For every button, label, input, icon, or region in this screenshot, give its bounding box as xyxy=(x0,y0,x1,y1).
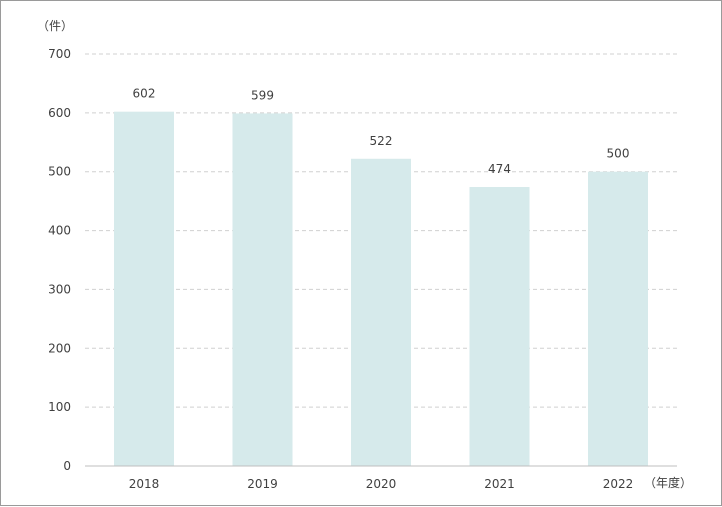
bar-2021 xyxy=(469,187,530,466)
bars xyxy=(114,111,648,467)
x-tick-label-2022: 2022 xyxy=(603,477,634,491)
data-label-2022: 500 xyxy=(607,147,630,161)
data-label-2018: 602 xyxy=(133,87,156,101)
y-tick-label: 100 xyxy=(48,400,71,414)
data-label-2019: 599 xyxy=(251,88,274,102)
y-tick-label: 400 xyxy=(48,224,71,238)
data-label-2020: 522 xyxy=(370,134,393,148)
x-unit-label: （年度） xyxy=(644,475,692,490)
x-tick-label-2021: 2021 xyxy=(484,477,515,491)
x-tick-label-2020: 2020 xyxy=(366,477,397,491)
data-labels: 602 599 522 474 500 xyxy=(133,87,630,176)
x-tick-label-2018: 2018 xyxy=(129,477,160,491)
x-tick-labels: 2018 2019 2020 2021 2022 xyxy=(129,477,634,491)
bar-2018 xyxy=(114,111,174,467)
y-unit-label: （件） xyxy=(37,19,73,33)
y-tick-label: 300 xyxy=(48,282,71,296)
y-tick-labels: 0 100 200 300 400 500 600 700 xyxy=(48,47,71,473)
y-tick-label: 0 xyxy=(63,459,71,473)
data-label-2021: 474 xyxy=(488,162,511,176)
bar-2020 xyxy=(351,158,411,466)
x-tick-label-2019: 2019 xyxy=(247,477,278,491)
y-tick-label: 500 xyxy=(48,165,71,179)
y-tick-label: 600 xyxy=(48,106,71,120)
y-tick-label: 200 xyxy=(48,341,71,355)
bar-2019 xyxy=(232,113,293,467)
y-tick-label: 700 xyxy=(48,47,71,61)
bar-2022 xyxy=(588,171,648,466)
